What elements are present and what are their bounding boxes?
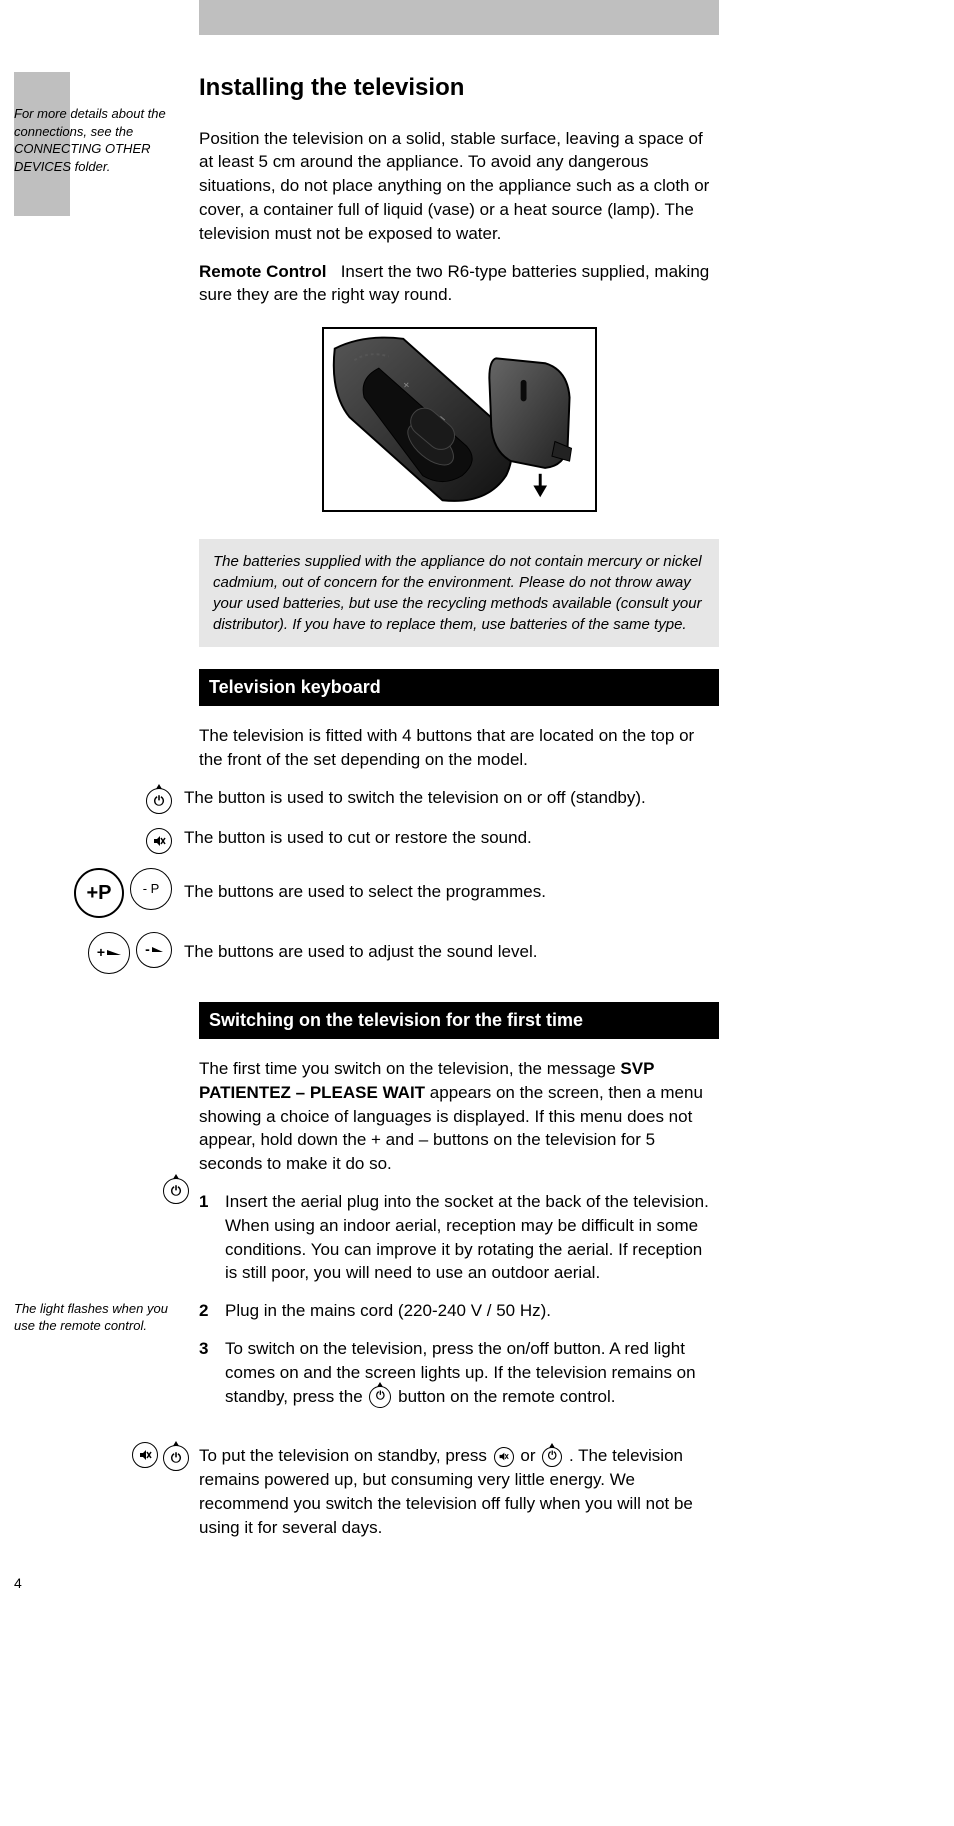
footer-mid: or (520, 1446, 540, 1465)
step-1: 1 Insert the aerial plug into the socket… (199, 1190, 719, 1285)
prog-buttons-icon-cell: +P - P (14, 866, 184, 918)
vol-up-icon: + (88, 932, 130, 974)
keyboard-intro: The television is fitted with 4 buttons … (199, 724, 719, 772)
power-icon: ⏻ (146, 788, 172, 814)
remote-battery-illustration: + − (322, 327, 597, 512)
battery-environment-note: The batteries supplied with the applianc… (199, 539, 719, 647)
mute-button-text: The button is used to cut or restore the… (184, 826, 704, 850)
step-1-num: 1 (199, 1190, 217, 1285)
connection-note: For more details about the connections, … (14, 105, 184, 175)
prog-up-icon: +P (74, 868, 124, 918)
step-1-text: Insert the aerial plug into the socket a… (225, 1190, 719, 1285)
step-2-num: 2 (199, 1299, 217, 1323)
step-2: 2 Plug in the mains cord (220-240 V / 50… (199, 1299, 719, 1323)
first-switch-paragraph: The first time you switch on the televis… (199, 1057, 719, 1176)
footer-prefix: To put the television on standby, press (199, 1446, 492, 1465)
step1-prefix: The first time you switch on the televis… (199, 1059, 620, 1078)
heading-switching-on: Switching on the television for the firs… (199, 1002, 719, 1039)
remote-control-paragraph: Remote Control Insert the two R6-type ba… (199, 260, 719, 308)
vol-down-icon: - (136, 932, 172, 968)
step-3-text: To switch on the television, press the o… (225, 1337, 719, 1408)
positioning-paragraph: Position the television on a solid, stab… (199, 127, 719, 246)
remote-light-note: The light flashes when you use the remot… (14, 1300, 184, 1335)
prog-buttons-text: The buttons are used to select the progr… (184, 880, 704, 904)
power-icon: ⏻ (542, 1447, 562, 1467)
mute-button-icon-cell (14, 826, 184, 854)
step-3: 3 To switch on the television, press the… (199, 1337, 719, 1408)
page-number: 4 (14, 1574, 22, 1594)
prog-down-icon: - P (130, 868, 172, 910)
step1-power-icon-cell: ⏻ (14, 1178, 189, 1204)
mute-icon (132, 1442, 158, 1468)
power-icon: ⏻ (163, 1445, 189, 1471)
power-icon: ⏻ (163, 1178, 189, 1204)
power-icon: ⏻ (369, 1386, 391, 1408)
standby-paragraph: To put the television on standby, press … (199, 1444, 719, 1539)
mute-icon (146, 828, 172, 854)
step-3-num: 3 (199, 1337, 217, 1408)
step3-suffix: button on the remote control. (398, 1387, 615, 1406)
mute-icon (494, 1447, 514, 1467)
remote-illustration-container: + − (199, 327, 719, 519)
step-2-text: Plug in the mains cord (220-240 V / 50 H… (225, 1299, 719, 1323)
section-title-installing: Installing the television (199, 71, 719, 105)
top-decoration-bar (199, 0, 719, 35)
standby-icons-cell: ⏻ (14, 1442, 189, 1471)
power-button-text: The button is used to switch the televis… (184, 786, 704, 810)
remote-control-label: Remote Control (199, 262, 327, 281)
heading-keyboard: Television keyboard (199, 669, 719, 706)
vol-buttons-icon-cell: + - (14, 930, 184, 974)
power-button-icon-cell: ⏻ (14, 786, 184, 814)
vol-buttons-text: The buttons are used to adjust the sound… (184, 940, 704, 964)
